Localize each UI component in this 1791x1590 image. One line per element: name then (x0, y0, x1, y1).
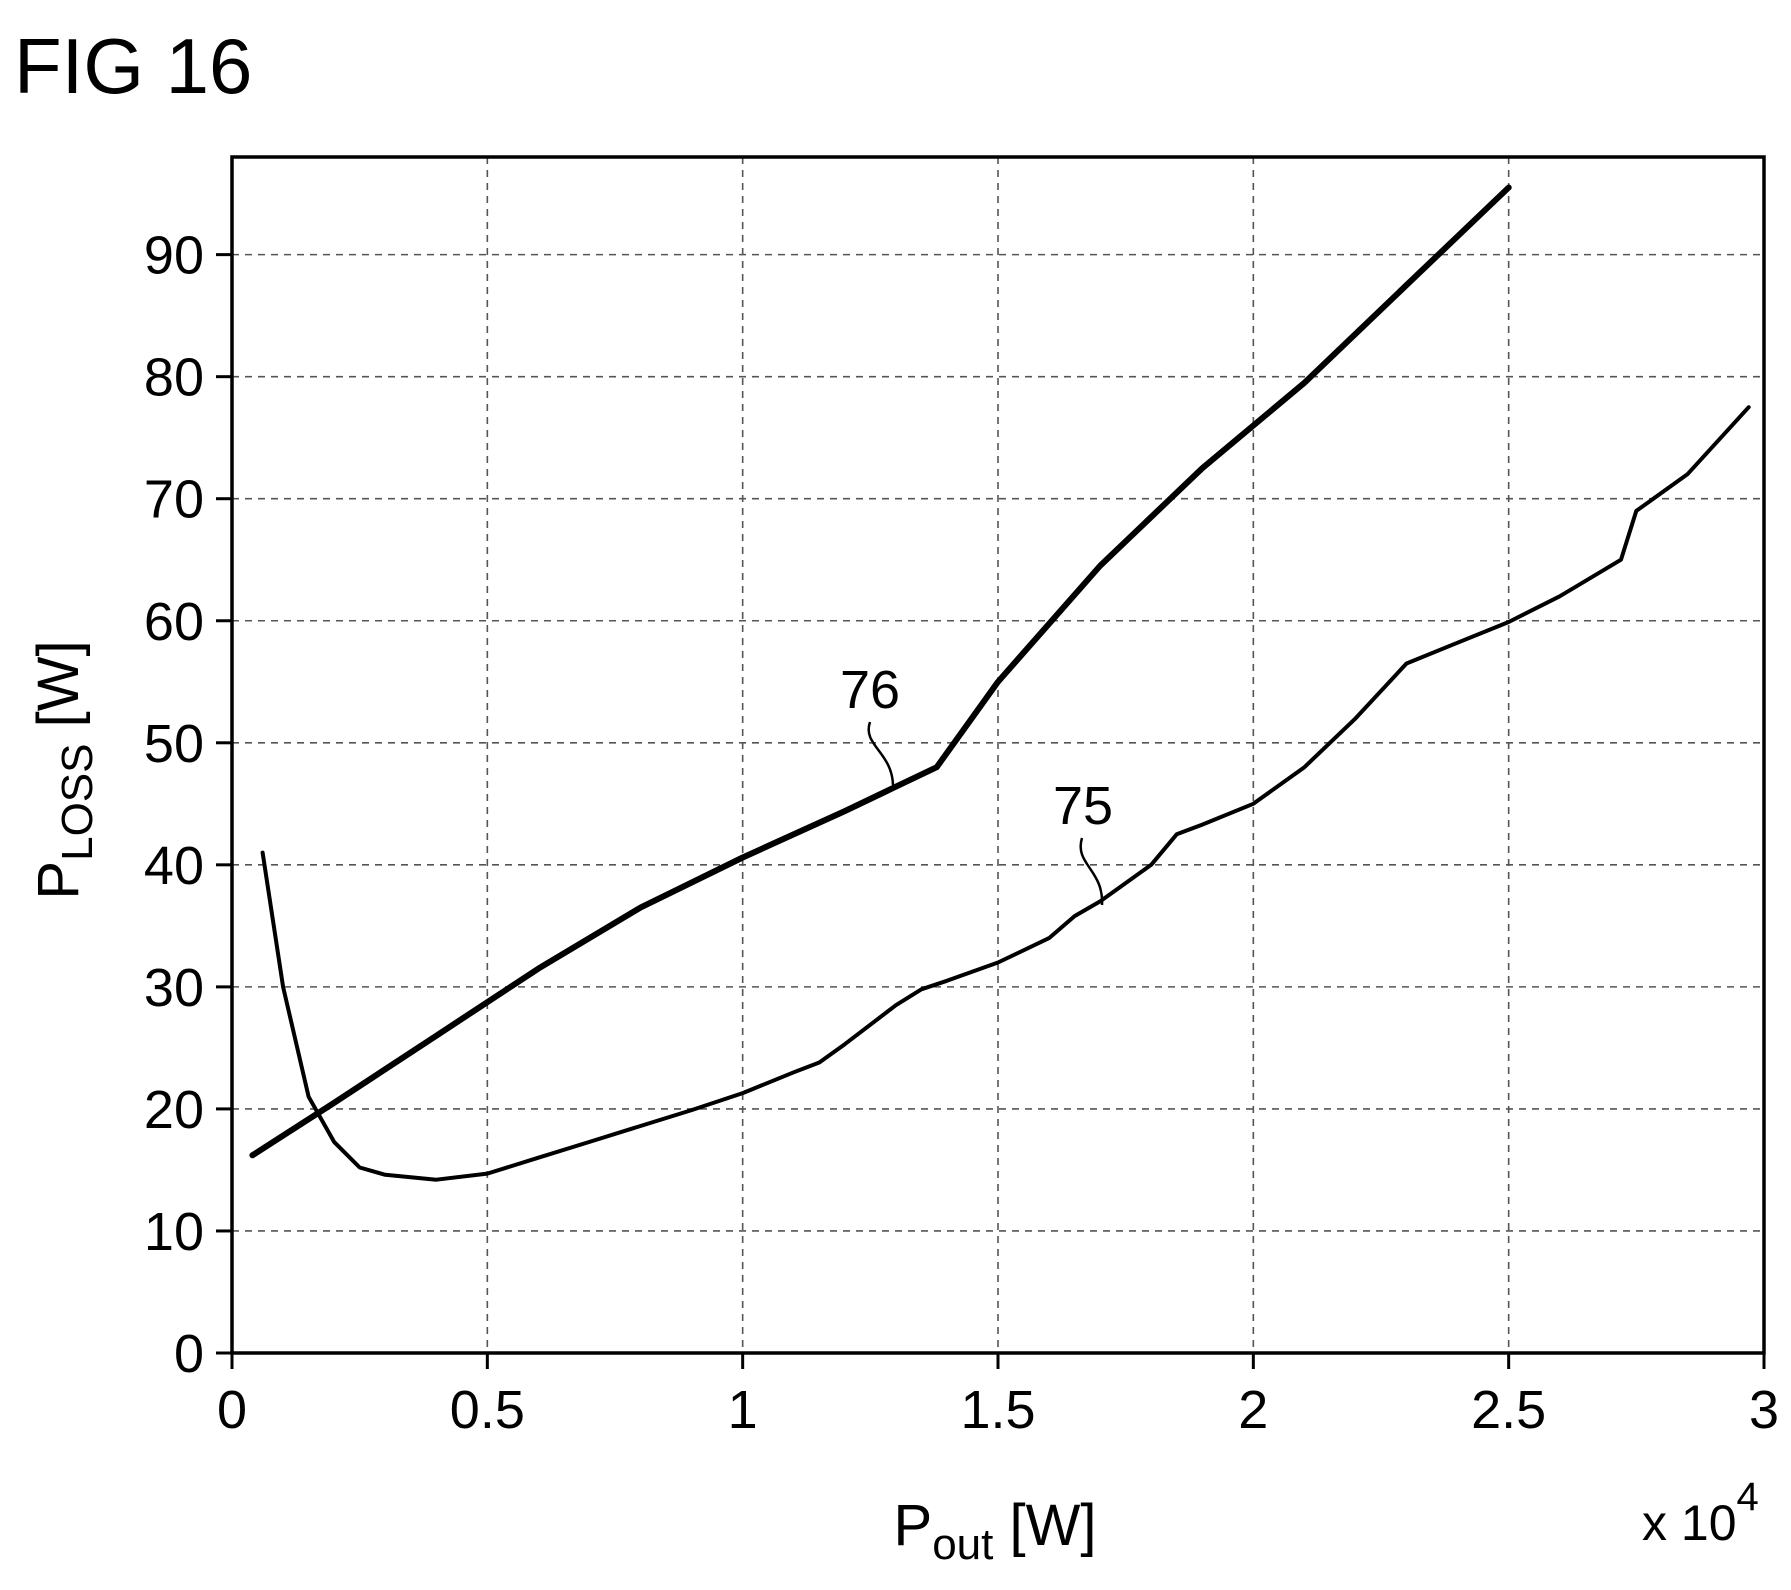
y-tick-label: 10 (144, 1202, 204, 1262)
labels: 76 75 (840, 660, 1113, 836)
callout-leader-76 (867, 721, 895, 786)
y-tick-label: 80 (144, 348, 204, 408)
y-tick-label: 40 (144, 836, 204, 896)
y-tick-label: 30 (144, 958, 204, 1018)
series-line-76 (249, 184, 1512, 1159)
x-tick-label: 3 (1749, 1380, 1779, 1440)
callout-label-76: 76 (840, 660, 900, 720)
series-line-75 (260, 405, 1751, 1182)
x-tick-label: 2 (1238, 1380, 1268, 1440)
x-tick-label: 2.5 (1471, 1380, 1546, 1440)
x-tick-label: 0 (217, 1380, 247, 1440)
callout-leaders (867, 721, 1104, 906)
y-tick-label: 50 (144, 714, 204, 774)
y-axis-label: PLOSS [W] (26, 640, 102, 899)
y-tick-label: 0 (174, 1324, 204, 1384)
x-multiplier: x 104 (1642, 1475, 1759, 1551)
series-lines (249, 184, 1751, 1182)
y-tick-label: 70 (144, 470, 204, 530)
x-tick-label: 1 (728, 1380, 758, 1440)
x-tick-label: 1.5 (960, 1380, 1035, 1440)
y-tick-label: 20 (144, 1080, 204, 1140)
x-tick-label: 0.5 (450, 1380, 525, 1440)
y-tick-label: 60 (144, 592, 204, 652)
gridlines (232, 157, 1764, 1353)
x-axis-label: Pout [W] (894, 1493, 1097, 1569)
callout-leader-75 (1079, 837, 1104, 906)
callout-label-75: 75 (1053, 776, 1113, 836)
y-tick-label: 90 (144, 226, 204, 286)
figure-title: FIG 16 (14, 22, 252, 110)
